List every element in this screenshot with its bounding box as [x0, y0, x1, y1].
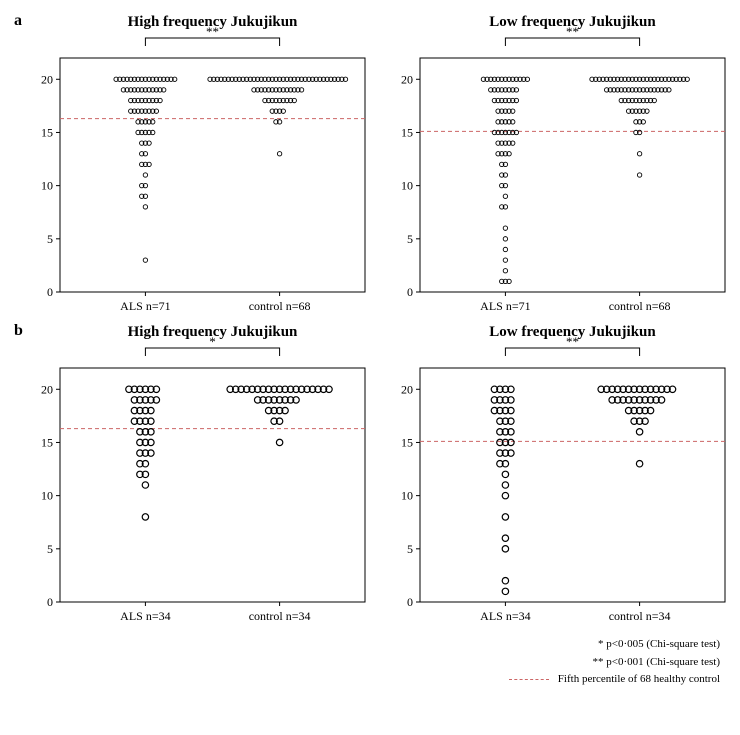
svg-text:10: 10 [41, 179, 53, 193]
svg-text:5: 5 [407, 232, 413, 246]
svg-text:ALS n=34: ALS n=34 [120, 609, 170, 623]
row-a: a High frequency Jukujikun**05101520ALS … [10, 10, 730, 320]
footnote-cutoff: Fifth percentile of 68 healthy control [10, 671, 720, 689]
svg-text:15: 15 [401, 435, 413, 449]
svg-text:ALS n=71: ALS n=71 [480, 299, 530, 313]
svg-text:**: ** [206, 24, 219, 39]
svg-text:control n=34: control n=34 [249, 609, 311, 623]
svg-text:control n=68: control n=68 [609, 299, 671, 313]
svg-text:**: ** [566, 334, 579, 349]
panel-a-low-freq: Low frequency Jukujikun**05101520ALS n=7… [380, 10, 730, 320]
panel-b-high-freq: High frequency Jukujikun*05101520ALS n=3… [20, 320, 370, 630]
panel-b-low-freq: Low frequency Jukujikun**05101520ALS n=3… [380, 320, 730, 630]
svg-text:20: 20 [41, 382, 53, 396]
svg-text:control n=34: control n=34 [609, 609, 671, 623]
footnotes: * p<0·005 (Chi-square test) ** p<0·001 (… [10, 636, 730, 689]
svg-text:5: 5 [47, 232, 53, 246]
panel-a-high-freq: High frequency Jukujikun**05101520ALS n=… [20, 10, 370, 320]
footnote-sig1: * p<0·005 (Chi-square test) [10, 636, 720, 654]
svg-text:20: 20 [401, 72, 413, 86]
svg-text:15: 15 [41, 435, 53, 449]
svg-text:0: 0 [407, 285, 413, 299]
svg-text:15: 15 [401, 125, 413, 139]
svg-text:10: 10 [401, 179, 413, 193]
svg-text:20: 20 [401, 382, 413, 396]
row-b: b High frequency Jukujikun*05101520ALS n… [10, 320, 730, 630]
svg-text:20: 20 [41, 72, 53, 86]
footnote-cutoff-text: Fifth percentile of 68 healthy control [558, 673, 720, 685]
svg-text:10: 10 [41, 489, 53, 503]
svg-text:control n=68: control n=68 [249, 299, 311, 313]
svg-text:5: 5 [407, 542, 413, 556]
svg-text:ALS n=34: ALS n=34 [480, 609, 530, 623]
svg-text:ALS n=71: ALS n=71 [120, 299, 170, 313]
svg-text:15: 15 [41, 125, 53, 139]
figure: a High frequency Jukujikun**05101520ALS … [10, 10, 730, 689]
svg-text:0: 0 [407, 595, 413, 609]
svg-text:0: 0 [47, 595, 53, 609]
svg-text:0: 0 [47, 285, 53, 299]
svg-text:*: * [209, 334, 216, 349]
svg-text:5: 5 [47, 542, 53, 556]
footnote-sig2: ** p<0·001 (Chi-square test) [10, 654, 720, 672]
svg-text:10: 10 [401, 489, 413, 503]
svg-text:**: ** [566, 24, 579, 39]
cutoff-line-sample [509, 679, 549, 680]
